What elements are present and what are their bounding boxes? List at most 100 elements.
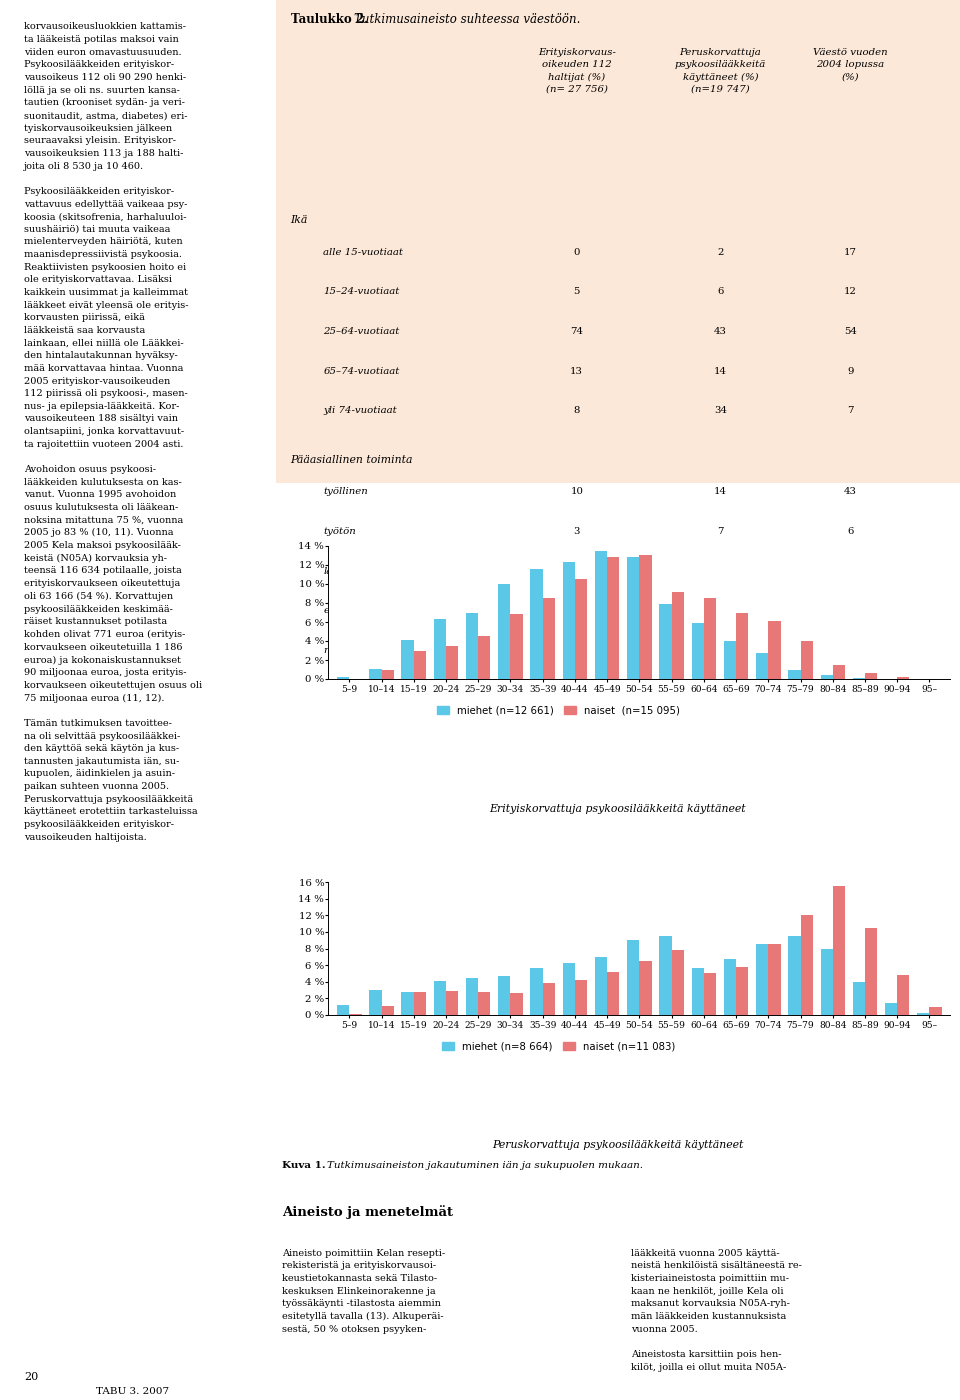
Bar (595, 956, 607, 1015)
Text: 5: 5 (573, 287, 580, 297)
Bar (801, 916, 813, 1015)
Text: eläkeläinen: eläkeläinen (324, 606, 382, 615)
Bar (821, 675, 832, 679)
Bar (414, 991, 426, 1015)
Bar (639, 556, 652, 679)
Bar (756, 654, 768, 679)
Bar (381, 669, 394, 679)
Bar (370, 669, 381, 679)
Text: työtön: työtön (324, 526, 356, 536)
Text: 10: 10 (570, 487, 583, 497)
Text: 5: 5 (573, 567, 580, 575)
Legend: miehet (n=12 661), naiset  (n=15 095): miehet (n=12 661), naiset (n=15 095) (433, 701, 684, 720)
Bar (852, 981, 865, 1015)
Bar (370, 990, 381, 1015)
Bar (563, 563, 575, 679)
Bar (788, 669, 801, 679)
Bar (542, 598, 555, 679)
Text: Aineisto poimittiin Kelan resepti-
rekisteristä ja erityiskorvausoi-
keustietoka: Aineisto poimittiin Kelan resepti- rekis… (282, 1249, 445, 1334)
Text: 14: 14 (714, 487, 727, 497)
Bar (478, 636, 491, 679)
Text: 6: 6 (717, 287, 724, 297)
Bar (627, 941, 639, 1015)
Bar (639, 960, 652, 1015)
Text: 25–64-vuotiaat: 25–64-vuotiaat (324, 328, 399, 336)
Bar (832, 665, 845, 679)
Text: Aineisto ja menetelmät: Aineisto ja menetelmät (282, 1204, 453, 1218)
Bar (434, 981, 446, 1015)
Bar (337, 678, 349, 679)
Text: 15–24-vuotiaat: 15–24-vuotiaat (324, 287, 399, 297)
Bar (736, 613, 748, 679)
Text: Tutkimusaineiston jakautuminen iän ja sukupuolen mukaan.: Tutkimusaineiston jakautuminen iän ja su… (326, 1161, 643, 1170)
Text: 0: 0 (573, 248, 580, 256)
Bar (498, 584, 511, 679)
Bar (446, 645, 458, 679)
Text: 7: 7 (717, 567, 724, 575)
Bar (736, 967, 748, 1015)
Text: 12: 12 (844, 287, 857, 297)
Bar (917, 1014, 929, 1015)
Bar (724, 959, 736, 1015)
Bar (511, 615, 522, 679)
Bar (691, 967, 704, 1015)
Bar (672, 592, 684, 679)
Bar (401, 640, 414, 679)
Bar (898, 974, 909, 1015)
Text: yli 74-vuotiaat: yli 74-vuotiaat (324, 406, 397, 416)
Text: 3: 3 (573, 645, 580, 655)
Bar (704, 598, 716, 679)
Text: 4: 4 (848, 645, 853, 655)
Bar (801, 641, 813, 679)
Text: 65–74-vuotiaat: 65–74-vuotiaat (324, 367, 399, 375)
Text: 22: 22 (844, 606, 857, 615)
Bar (607, 557, 619, 679)
Bar (865, 928, 877, 1015)
Text: Pääasiallinen toiminta: Pääasiallinen toiminta (291, 455, 413, 465)
Text: 5: 5 (717, 645, 724, 655)
Text: 7: 7 (848, 406, 853, 416)
Bar (898, 678, 909, 679)
Text: Taulukko 2.: Taulukko 2. (291, 13, 372, 27)
Bar (575, 580, 588, 679)
Bar (401, 991, 414, 1015)
Text: 6: 6 (848, 526, 853, 536)
Text: 13: 13 (570, 367, 583, 375)
Text: 3: 3 (573, 526, 580, 536)
Bar (929, 1007, 942, 1015)
Bar (704, 973, 716, 1015)
Bar (337, 1005, 349, 1015)
Bar (607, 972, 619, 1015)
Bar (756, 945, 768, 1015)
Text: 20: 20 (24, 1372, 38, 1382)
Bar (466, 977, 478, 1015)
Bar (531, 568, 542, 679)
Text: 25: 25 (844, 567, 857, 575)
Bar (478, 991, 491, 1015)
Bar (724, 641, 736, 679)
Text: 67: 67 (714, 606, 727, 615)
Bar (821, 949, 832, 1015)
Text: Peruskorvattuja
psykoosilääkkeitä
käyttäneet (%)
(n=19 747): Peruskorvattuja psykoosilääkkeitä käyttä… (675, 48, 766, 94)
Bar (627, 557, 639, 679)
Bar (511, 993, 522, 1015)
Text: 34: 34 (714, 406, 727, 416)
Text: TABU 3. 2007: TABU 3. 2007 (96, 1387, 170, 1396)
Bar (466, 613, 478, 679)
Legend: miehet (n=8 664), naiset (n=11 083): miehet (n=8 664), naiset (n=11 083) (438, 1037, 680, 1056)
Bar (531, 967, 542, 1015)
Bar (672, 951, 684, 1015)
Text: alle 15-vuotiaat: alle 15-vuotiaat (324, 248, 403, 256)
Bar (563, 963, 575, 1015)
Text: 43: 43 (714, 328, 727, 336)
Bar (542, 983, 555, 1015)
Text: 54: 54 (844, 328, 857, 336)
Bar (446, 991, 458, 1015)
Bar (660, 603, 672, 679)
Text: 8: 8 (573, 406, 580, 416)
Text: 80: 80 (570, 606, 583, 615)
Text: lääkkeitä vuonna 2005 käyttä-
neistä henkilöistä sisältäneestä re-
kisteriaineis: lääkkeitä vuonna 2005 käyttä- neistä hen… (632, 1249, 803, 1372)
Text: muu: muu (324, 645, 346, 655)
Bar (381, 1005, 394, 1015)
Text: Kuva 1.: Kuva 1. (282, 1161, 329, 1170)
